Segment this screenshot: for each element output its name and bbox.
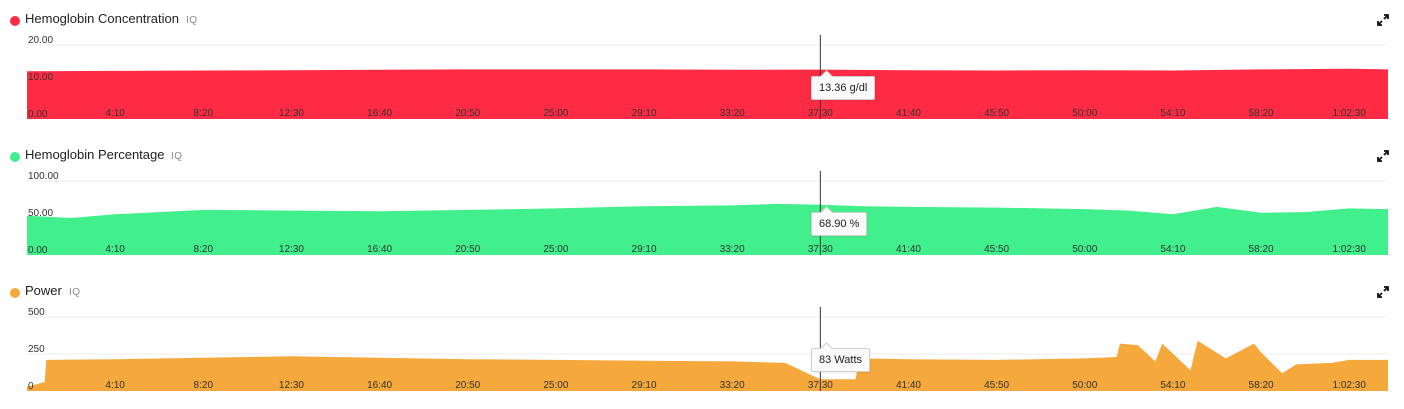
x-tick-label: 25:00 [543, 380, 568, 391]
expand-icon[interactable] [1377, 150, 1389, 162]
expand-icon[interactable] [1377, 14, 1389, 26]
iq-badge[interactable]: IQ [171, 151, 183, 162]
x-tick-label: 29:10 [632, 380, 657, 391]
x-tick-label: 1:02:30 [1333, 380, 1367, 391]
x-tick-label: 1:02:30 [1333, 244, 1367, 255]
x-tick-label: 12:30 [279, 380, 304, 391]
iq-badge[interactable]: IQ [186, 15, 198, 26]
x-tick-label: 20:50 [455, 380, 480, 391]
panel-title: Power [25, 283, 62, 298]
x-tick-label: 16:40 [367, 108, 392, 119]
panel-title: Hemoglobin Percentage [25, 147, 165, 162]
x-tick-label: 54:10 [1160, 244, 1185, 255]
x-tick-label: 4:10 [105, 108, 125, 119]
y-tick-label: 100.00 [28, 171, 59, 182]
series-area [27, 203, 1388, 255]
x-tick-label: 33:20 [720, 244, 745, 255]
series-area [27, 340, 1388, 391]
panel-power: Power IQ 500 250 0 4:10 8:20 12:30 16:40 20:50 2… [0, 282, 1404, 397]
x-tick-label: 33:20 [720, 380, 745, 391]
panel-header: Hemoglobin Percentage IQ [0, 146, 1404, 166]
x-tick-label: 8:20 [194, 380, 214, 391]
x-tick-label: 29:10 [632, 244, 657, 255]
x-tick-label: 58:20 [1249, 380, 1274, 391]
y-tick-label: 250 [28, 344, 45, 355]
x-tick-label: 58:20 [1249, 244, 1274, 255]
value-tooltip: 13.36 g/dl [811, 76, 876, 100]
x-tick-label: 8:20 [194, 244, 214, 255]
x-tick-label: 16:40 [367, 380, 392, 391]
x-tick-label: 16:40 [367, 244, 392, 255]
x-tick-label: 50:00 [1072, 380, 1097, 391]
x-tick-label: 12:30 [279, 108, 304, 119]
panel-hemoglobin-percentage: Hemoglobin Percentage IQ 100.00 50.00 0.00… [0, 146, 1404, 261]
x-tick-label: 41:40 [896, 108, 921, 119]
x-tick-label: 50:00 [1072, 108, 1097, 119]
panel-header: Hemoglobin Concentration IQ [0, 10, 1404, 30]
x-tick-label: 33:20 [720, 108, 745, 119]
x-tick-label: 4:10 [105, 244, 125, 255]
legend-dot [10, 152, 20, 162]
x-tick-label: 54:10 [1160, 108, 1185, 119]
x-tick-label: 58:20 [1249, 108, 1274, 119]
x-tick-label: 45:50 [984, 108, 1009, 119]
x-tick-label: 25:00 [543, 244, 568, 255]
legend-dot [10, 288, 20, 298]
iq-badge[interactable]: IQ [69, 287, 81, 298]
x-tick-label: 45:50 [984, 380, 1009, 391]
y-tick-label: 0.00 [28, 245, 48, 256]
y-tick-label: 0 [28, 381, 34, 392]
x-tick-label: 41:40 [896, 244, 921, 255]
panel-hemoglobin-concentration: Hemoglobin Concentration IQ 20.00 10.00 0.… [0, 10, 1404, 125]
x-tick-label: 41:40 [896, 380, 921, 391]
y-tick-label: 0.00 [28, 109, 48, 120]
y-tick-label: 500 [28, 307, 45, 318]
y-tick-label: 10.00 [28, 72, 53, 83]
chart-area: 500 250 0 4:10 8:20 12:30 16:40 20:50 25:00 29:10… [27, 307, 1388, 392]
series-area [27, 68, 1388, 119]
x-tick-label: 1:02:30 [1333, 108, 1367, 119]
x-tick-label: 20:50 [455, 108, 480, 119]
expand-icon[interactable] [1377, 286, 1389, 298]
x-tick-label: 45:50 [984, 244, 1009, 255]
panel-header: Power IQ [0, 282, 1404, 302]
x-tick-label: 29:10 [632, 108, 657, 119]
x-tick-label: 4:10 [105, 380, 125, 391]
value-tooltip: 68.90 % [811, 212, 868, 236]
legend-dot [10, 16, 20, 26]
y-tick-label: 20.00 [28, 35, 53, 46]
panel-title: Hemoglobin Concentration [25, 11, 179, 26]
chart-area: 100.00 50.00 0.00 4:10 8:20 12:30 16:40 20:50 25… [27, 171, 1388, 256]
chart-area: 20.00 10.00 0.00 4:10 8:20 12:30 16:40 20:50 25:… [27, 35, 1388, 120]
x-tick-label: 25:00 [543, 108, 568, 119]
x-tick-label: 54:10 [1160, 380, 1185, 391]
x-tick-label: 12:30 [279, 244, 304, 255]
x-tick-label: 20:50 [455, 244, 480, 255]
x-tick-label: 8:20 [194, 108, 214, 119]
x-tick-label: 50:00 [1072, 244, 1097, 255]
value-tooltip: 83 Watts [811, 348, 870, 372]
y-tick-label: 50.00 [28, 208, 53, 219]
